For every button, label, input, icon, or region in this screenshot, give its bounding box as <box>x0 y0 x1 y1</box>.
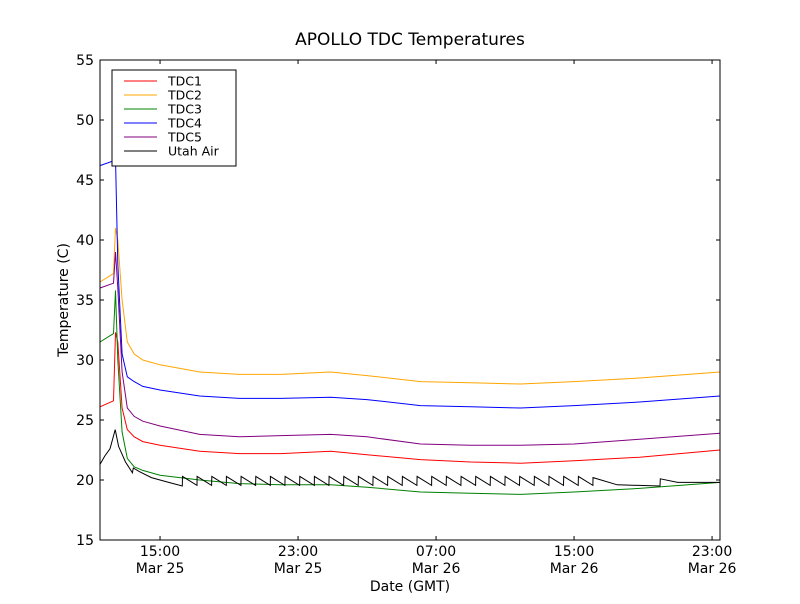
series-line-tdc2 <box>99 227 721 385</box>
legend-label: TDC4 <box>167 116 202 131</box>
series-line-tdc5 <box>99 251 721 446</box>
x-axis-label: Date (GMT) <box>370 579 450 595</box>
y-tick-label: 45 <box>76 173 94 189</box>
y-tick-label: 20 <box>76 473 94 489</box>
legend-label: TDC5 <box>167 130 202 145</box>
x-tick-label-time: 23:00 <box>278 544 318 560</box>
y-tick-label: 30 <box>76 353 94 369</box>
series-line-tdc4 <box>99 157 721 409</box>
y-tick-label: 35 <box>76 293 94 309</box>
legend-box <box>111 69 237 167</box>
series-line-utah-air <box>99 429 720 487</box>
x-tick-label-time: 23:00 <box>692 544 732 560</box>
y-tick-label: 25 <box>76 413 94 429</box>
y-tick-label: 15 <box>76 533 94 549</box>
x-tick-label-date: Mar 26 <box>412 561 461 577</box>
x-tick-label-time: 15:00 <box>140 544 180 560</box>
x-tick-label-time: 07:00 <box>416 544 456 560</box>
legend-label: TDC1 <box>167 74 202 89</box>
series-line-tdc1 <box>99 332 721 464</box>
legend-label: TDC3 <box>167 102 202 117</box>
y-tick-label: 55 <box>76 53 94 69</box>
series-line-tdc3 <box>99 290 721 495</box>
chart-title: APOLLO TDC Temperatures <box>295 30 525 50</box>
legend-label: Utah Air <box>168 144 220 159</box>
x-tick-label-date: Mar 26 <box>688 561 737 577</box>
x-tick-label-time: 15:00 <box>554 544 594 560</box>
plot-lines <box>99 157 721 495</box>
y-tick-label: 40 <box>76 233 94 249</box>
y-axis-label: Temperature (C) <box>56 243 72 358</box>
y-tick-label: 50 <box>76 113 94 129</box>
x-tick-label-date: Mar 25 <box>274 561 323 577</box>
legend-label: TDC2 <box>167 88 202 103</box>
x-tick-label-date: Mar 25 <box>136 561 185 577</box>
x-tick-label-date: Mar 26 <box>550 561 599 577</box>
